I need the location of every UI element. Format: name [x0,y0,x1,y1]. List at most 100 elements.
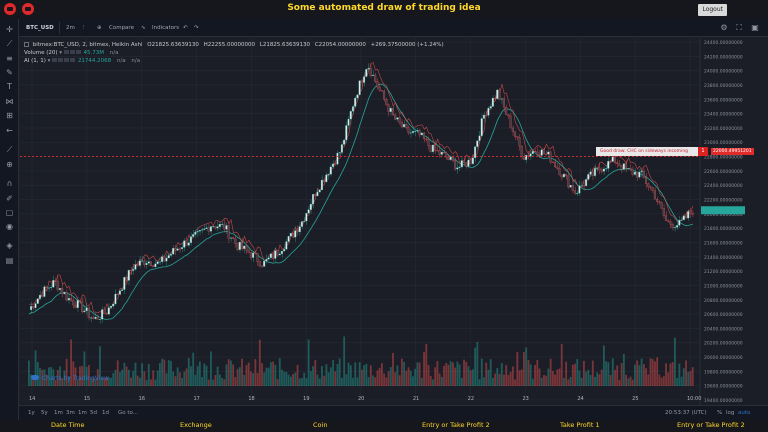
candle [609,161,612,163]
settings-icon[interactable]: ⚙ [720,23,728,32]
fullscreen-icon[interactable]: ⛶ [736,23,742,32]
volume-bar [554,374,556,386]
candle [589,171,592,175]
interval-select[interactable]: 2m [66,25,75,31]
volume-bar [247,362,250,386]
volume-bar [269,362,272,386]
candle [494,97,497,99]
text-icon[interactable]: T [7,82,12,91]
candle [289,233,292,237]
candle [83,310,86,313]
volume-bar [367,377,370,386]
candle [67,298,70,301]
chart-canvas[interactable]: 24400.00000000 24200.00000000 24000.000000… [20,38,768,405]
volume-bar [469,370,472,386]
volume-bar [196,366,199,386]
candle [576,193,579,194]
volume-bar [620,363,623,386]
compare-icon[interactable]: ⊕ [97,25,102,31]
eye-icon[interactable]: ◉ [6,222,13,231]
brush-icon[interactable]: ✎ [6,68,13,77]
range-5d[interactable]: 5d [90,410,97,416]
candle [680,219,683,221]
candle [267,257,270,260]
price-tick-label: 22800.00000000 [704,155,743,161]
volume-bar [110,377,112,386]
candle [207,227,210,232]
volume-bar [50,367,53,386]
candle [551,161,554,163]
trash-icon[interactable]: ▤ [5,256,14,265]
volume-bar [458,364,461,386]
candle [645,177,648,184]
candle [480,118,483,136]
lock-draw-icon[interactable]: ✐ [6,194,13,203]
candle [398,117,401,123]
candle [442,151,446,154]
candle [660,202,663,209]
arrow-icon[interactable]: ← [6,126,13,135]
alert-flag[interactable]: 1 [698,147,708,156]
indicators-button[interactable]: Indicators [152,25,180,31]
undo-icon[interactable]: ↶ [183,25,188,31]
time-tick-label: 10:00 [687,396,701,402]
compare-button[interactable]: Compare [109,25,134,31]
auto-toggle[interactable]: auto [738,410,751,416]
volume-bar [28,360,30,386]
bar-style-icon[interactable]: ⫶ [83,25,85,31]
layers-icon[interactable]: ◈ [6,241,13,250]
candle [662,208,665,216]
watermark[interactable]: Charts by TradingView [31,375,109,382]
indicators-icon[interactable]: ∿ [141,25,146,31]
price-tick-label: 23000.00000000 [704,140,743,146]
candle [107,307,110,315]
volume-bar [163,359,166,386]
fib-icon[interactable]: ≡ [6,54,13,63]
goto-button[interactable]: Go to... [118,410,139,416]
volume-bar [281,369,283,386]
trend-line-icon[interactable]: ⟋ [6,39,13,48]
volume-bar [139,377,141,386]
volume-bar [556,369,559,386]
candle [383,90,386,100]
volume-bar [434,367,437,386]
redo-icon[interactable]: ↷ [194,25,199,31]
legend-toggle[interactable] [24,42,29,47]
volume-bar [578,370,581,386]
volume-bar [656,357,659,386]
range-3m[interactable]: 3m [66,410,75,416]
range-1d[interactable]: 1d [102,410,109,416]
logout-button[interactable]: Logout [698,4,727,16]
volume-bar [472,369,474,386]
zoom-icon[interactable]: ⊕ [6,160,13,169]
range-1m[interactable]: 1m [54,410,63,416]
range-1m-b[interactable]: 1m [78,410,87,416]
candle [556,166,559,169]
volume-bar [136,375,139,386]
crosshair-icon[interactable]: ✛ [6,25,13,34]
candle [620,165,623,170]
alert-label[interactable]: Good draw: CHC on sideways incoming [596,147,708,156]
lock-icon[interactable]: ▢ [5,208,14,217]
volume-bar [665,363,667,386]
volume-bar [347,362,350,386]
price-tick-label: 21800.00000000 [704,226,743,232]
volume-bar [236,368,239,386]
ruler-icon[interactable]: ⟋ [6,145,13,154]
screenshot-icon[interactable]: ▣ [751,23,759,32]
volume-bar [243,374,246,386]
range-5y[interactable]: 5y [41,410,48,416]
price-chart[interactable]: 24400.00000000 24200.00000000 24000.000000… [20,38,768,420]
candle [220,223,224,225]
measure-icon[interactable]: ⊞ [6,111,13,120]
log-toggle[interactable]: log [726,410,735,416]
range-1y[interactable]: 1y [28,410,35,416]
candle [467,159,470,167]
pattern-icon[interactable]: ⋈ [5,97,14,106]
volume-bar [611,358,614,386]
volume-bar [305,378,308,386]
symbol-search[interactable]: BTC_USD [26,25,54,31]
magnet-icon[interactable]: ∩ [6,179,13,188]
candle [585,179,588,187]
percent-toggle[interactable]: % [717,410,723,416]
